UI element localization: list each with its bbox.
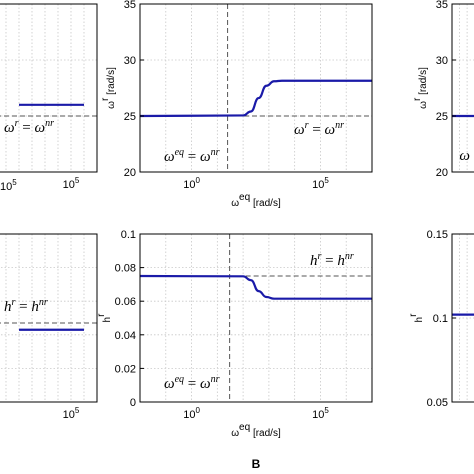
cut-omega-label: ω — [459, 148, 470, 164]
reference-label: ωr​ = ωnr​ — [294, 120, 344, 138]
y-tick-label: 0.02 — [115, 363, 136, 375]
x-tick-label: 105 — [63, 406, 80, 421]
y-tick-label: 35 — [436, 0, 448, 11]
y-tick-label: 0.06 — [115, 296, 136, 308]
panel-bottom-center: 0 0.02 0.04 0.06 0.08 0.1 100 105 — [115, 229, 373, 421]
panel-top-right: 20 25 30 35 — [436, 0, 474, 179]
y-tick-label: 0.1 — [121, 229, 136, 241]
axes-frame — [0, 3, 98, 173]
y-axis-label: ωr​ [rad/s] — [412, 67, 429, 109]
y-tick-label: 30 — [124, 55, 136, 67]
y-tick-label: 25 — [124, 111, 136, 123]
panel-bottom-left: 105 — [0, 233, 98, 421]
panel-letter: B — [252, 457, 261, 471]
y-tick-label: 20 — [436, 167, 448, 179]
series-line — [139, 79, 372, 118]
y-tick-label: 30 — [436, 55, 448, 67]
x-tick-label: 100 — [183, 176, 200, 191]
x-tick-label: 105 — [312, 406, 329, 421]
series-line — [139, 274, 372, 300]
y-tick-label: 0.15 — [427, 229, 448, 241]
reference-label: hr​ = hnr​ — [4, 297, 48, 315]
y-tick-label: 0.04 — [115, 330, 136, 342]
x-tick-label: 105 — [63, 176, 80, 191]
y-axis-label: hr​ — [96, 313, 113, 323]
y-tick-label: 35 — [124, 0, 136, 11]
panel-top-center: 20 25 30 35 100 105 — [124, 0, 373, 191]
reference-label: ωr​ = ωnr​ — [4, 118, 54, 136]
y-tick-label: 0.08 — [115, 263, 136, 275]
x-tick-label: 100 — [183, 406, 200, 421]
y-tick-label: 0.05 — [427, 397, 448, 409]
y-tick-label: 20 — [124, 167, 136, 179]
reference-label: hr​ = hnr​ — [310, 251, 354, 269]
axes-frame — [139, 3, 373, 173]
vline-label: ωeq​ = ωnr​ — [164, 374, 220, 392]
x-tick-label: 105 — [312, 176, 329, 191]
axes-frame — [451, 3, 474, 173]
x-axis-label: ωeq​ [rad/s] — [231, 192, 281, 209]
y-axis-label: hr​ — [408, 313, 425, 323]
panel-top-left: 105 — [0, 3, 98, 191]
axes-frame — [0, 233, 98, 403]
cut-tick-label: 105 — [0, 178, 17, 193]
x-axis-label: ωeq​ [rad/s] — [231, 422, 281, 439]
vline-label: ωeq​ = ωnr​ — [164, 147, 220, 165]
axes-frame — [139, 233, 373, 403]
y-axis-label: ωr​ [rad/s] — [100, 67, 117, 109]
panel-bottom-right: 0.05 0.1 0.15 — [427, 229, 474, 409]
y-tick-label: 0 — [130, 397, 136, 409]
y-tick-label: 25 — [436, 111, 448, 123]
y-tick-label: 0.1 — [433, 313, 448, 325]
